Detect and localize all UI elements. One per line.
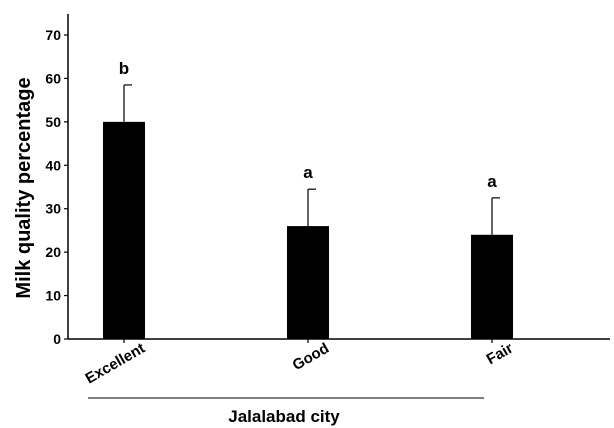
- x-tick-label: Good: [290, 340, 332, 374]
- significance-label: a: [303, 163, 313, 182]
- y-tick-label: 50: [45, 114, 61, 130]
- y-tick-label: 0: [53, 331, 61, 347]
- significance-label: a: [487, 172, 497, 191]
- significance-label: b: [119, 59, 129, 78]
- x-tick-label: Fair: [484, 340, 516, 369]
- bar-fair: [471, 234, 513, 339]
- bar-excellent: [103, 121, 145, 339]
- group-label: Jalalabad city: [228, 407, 340, 426]
- x-tick-label: Excellent: [82, 340, 148, 388]
- y-tick-label: 10: [45, 288, 61, 304]
- x-axis: Excellent Good Fair: [68, 338, 610, 388]
- y-tick-label: 40: [45, 157, 61, 173]
- y-tick-label: 70: [45, 27, 61, 43]
- y-tick-label: 20: [45, 244, 61, 260]
- y-tick-label: 30: [45, 201, 61, 217]
- bars: b a a: [103, 59, 513, 339]
- y-axis-label: Milk quality percentage: [13, 77, 35, 298]
- y-tick-label: 60: [45, 70, 61, 86]
- y-axis: 0 10 20 30 40 50 60 70: [45, 14, 69, 347]
- bar-good: [287, 226, 329, 339]
